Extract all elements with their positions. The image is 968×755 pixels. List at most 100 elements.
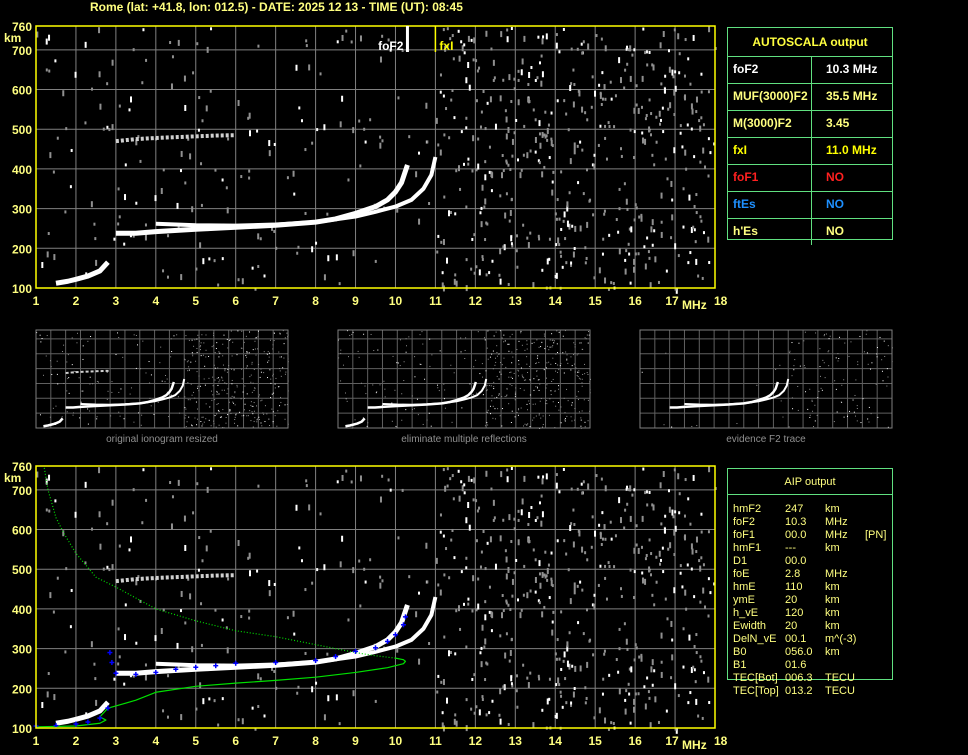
noise-echo	[42, 374, 44, 376]
noise-echo	[559, 690, 562, 694]
noise-echo	[470, 707, 473, 711]
noise-echo	[239, 411, 241, 413]
noise-echo	[641, 577, 644, 584]
noise-echo	[578, 342, 580, 344]
noise-echo	[563, 99, 566, 103]
noise-echo	[180, 274, 183, 281]
noise-echo	[629, 45, 632, 52]
noise-echo	[570, 487, 573, 491]
noise-echo	[236, 384, 238, 386]
noise-echo	[445, 107, 448, 111]
aip-point	[85, 719, 91, 725]
noise-echo	[524, 423, 526, 425]
noise-echo	[443, 635, 446, 639]
noise-echo	[464, 358, 466, 360]
noise-echo	[548, 596, 551, 600]
plot-frame	[35, 465, 716, 729]
noise-echo	[269, 352, 271, 354]
noise-echo	[442, 468, 445, 472]
noise-echo	[633, 266, 636, 273]
noise-echo	[270, 382, 272, 384]
noise-echo	[137, 575, 140, 579]
noise-echo	[257, 704, 260, 708]
noise-echo	[389, 48, 392, 52]
noise-echo	[650, 666, 653, 673]
aip-param-unit: MHz	[825, 568, 848, 580]
noise-echo	[508, 659, 511, 663]
noise-echo	[829, 335, 831, 337]
noise-echo	[875, 383, 877, 385]
noise-echo	[526, 424, 528, 426]
noise-echo	[170, 338, 172, 340]
noise-echo	[608, 564, 611, 568]
noise-echo	[696, 425, 698, 427]
noise-echo	[603, 652, 606, 656]
noise-echo	[111, 391, 113, 393]
aip-param-value: 20	[785, 594, 798, 606]
noise-echo	[227, 368, 229, 370]
noise-echo	[352, 690, 355, 697]
noise-echo	[572, 68, 575, 72]
fof2-marker-label: foF2	[378, 39, 404, 53]
noise-echo	[576, 584, 579, 588]
noise-echo	[293, 192, 296, 196]
noise-echo	[217, 723, 220, 727]
noise-echo	[701, 276, 704, 280]
noise-echo	[511, 154, 514, 158]
noise-echo	[503, 357, 505, 359]
noise-echo	[509, 649, 512, 656]
noise-echo	[485, 370, 487, 372]
noise-echo	[48, 474, 51, 481]
noise-echo	[414, 376, 416, 378]
noise-echo	[87, 423, 89, 425]
noise-echo	[397, 362, 399, 364]
noise-echo	[260, 368, 262, 370]
noise-echo	[543, 165, 546, 169]
noise-echo	[681, 145, 684, 149]
noise-echo	[441, 282, 444, 289]
noise-echo	[98, 511, 101, 518]
noise-echo	[543, 573, 546, 577]
noise-echo	[362, 417, 364, 419]
noise-echo	[216, 393, 218, 395]
noise-echo	[567, 128, 570, 132]
noise-echo	[304, 588, 307, 592]
noise-echo	[515, 353, 517, 355]
noise-echo	[418, 218, 421, 225]
noise-echo	[191, 339, 193, 341]
noise-echo	[628, 667, 631, 671]
noise-echo	[538, 346, 540, 348]
noise-echo	[692, 34, 695, 41]
noise-echo	[775, 368, 777, 370]
x-tick-label: 11	[429, 734, 442, 748]
noise-echo	[505, 599, 508, 603]
noise-echo	[648, 538, 651, 542]
noise-echo	[229, 409, 231, 411]
noise-echo	[615, 658, 618, 662]
noise-echo	[567, 362, 569, 364]
noise-echo	[542, 35, 545, 39]
noise-echo	[574, 408, 576, 410]
noise-echo	[217, 403, 219, 405]
noise-echo	[273, 332, 275, 334]
noise-echo	[620, 587, 623, 591]
noise-echo	[510, 242, 513, 246]
noise-echo	[500, 471, 503, 478]
noise-echo	[562, 659, 565, 663]
noise-echo	[209, 529, 212, 533]
noise-echo	[197, 385, 199, 387]
noise-echo	[441, 722, 444, 729]
aip-param-name: h_vE	[733, 607, 759, 619]
noise-echo	[560, 254, 563, 258]
noise-echo	[707, 530, 710, 534]
noise-echo	[132, 674, 135, 678]
noise-echo	[584, 426, 586, 428]
noise-echo	[667, 547, 670, 551]
noise-echo	[535, 362, 537, 364]
x-tick-label: 13	[509, 734, 523, 748]
noise-echo	[230, 397, 232, 399]
noise-echo	[532, 282, 535, 289]
noise-echo	[633, 570, 636, 574]
noise-echo	[381, 139, 384, 143]
noise-echo	[517, 539, 520, 546]
